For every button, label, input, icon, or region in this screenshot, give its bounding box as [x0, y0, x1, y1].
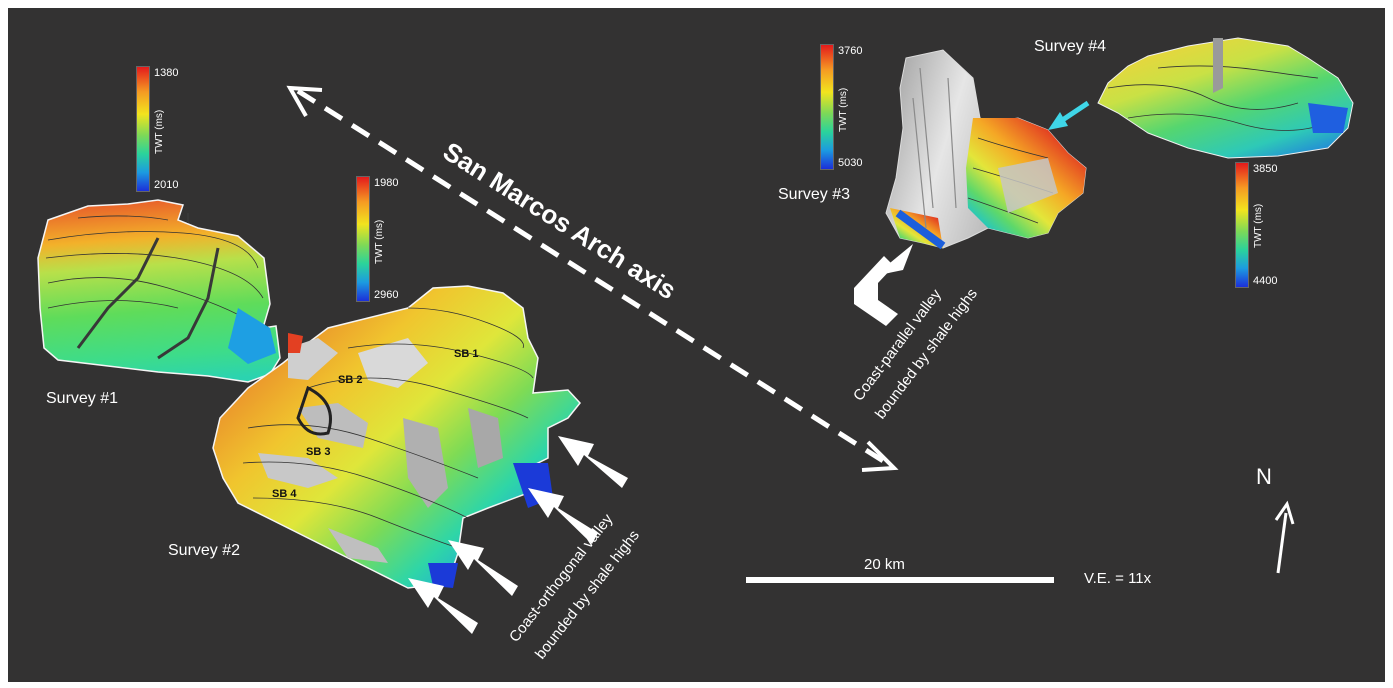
colorbar-2-bottom: 2960: [374, 289, 399, 301]
sb-4-label: SB 4: [272, 488, 297, 500]
colorbar-2-label: TWT (ms): [374, 219, 385, 264]
colorbar-4-bottom: 4400: [1253, 275, 1278, 287]
scale-bar-label: 20 km: [864, 556, 905, 573]
survey-2-label: Survey #2: [168, 542, 241, 559]
colorbar-3-top: 3760: [838, 45, 863, 57]
figure-canvas: 1380 2010 TWT (ms) 1980 2960 TWT (ms) 37…: [8, 8, 1385, 682]
valley-arrow-survey-3: [854, 244, 913, 326]
colorbar-survey-2: [356, 176, 370, 302]
colorbar-4-label: TWT (ms): [1253, 203, 1264, 248]
survey-3-surface: [885, 49, 1087, 250]
colorbar-1-label: TWT (ms): [154, 109, 165, 154]
colorbar-1-top: 1380: [154, 67, 179, 79]
survey-4-surface: [1097, 37, 1354, 159]
sb-2-label: SB 2: [338, 374, 363, 386]
survey-4-label: Survey #4: [1034, 38, 1107, 55]
cyan-arrow: [1048, 100, 1090, 130]
north-label: N: [1256, 464, 1272, 489]
survey-1-surface: [37, 199, 281, 383]
map-graphics: [37, 37, 1354, 634]
colorbar-3-label: TWT (ms): [838, 87, 849, 132]
valley-arrows-survey-2: [408, 436, 628, 634]
colorbar-1-bottom: 2010: [154, 179, 179, 191]
survey-1-label: Survey #1: [46, 390, 119, 407]
colorbar-survey-4: [1235, 162, 1249, 288]
sb-3-label: SB 3: [306, 446, 331, 458]
north-arrow-icon: [1274, 500, 1295, 574]
colorbar-2-top: 1980: [374, 177, 399, 189]
arch-axis-arrow: [286, 85, 899, 472]
colorbar-survey-1: [136, 66, 150, 192]
sb-1-label: SB 1: [454, 348, 479, 360]
colorbar-survey-3: [820, 44, 834, 170]
vertical-exaggeration: V.E. = 11x: [1084, 570, 1152, 587]
colorbar-4-top: 3850: [1253, 163, 1278, 175]
colorbar-3-bottom: 5030: [838, 157, 863, 169]
survey-3-label: Survey #3: [778, 186, 851, 203]
